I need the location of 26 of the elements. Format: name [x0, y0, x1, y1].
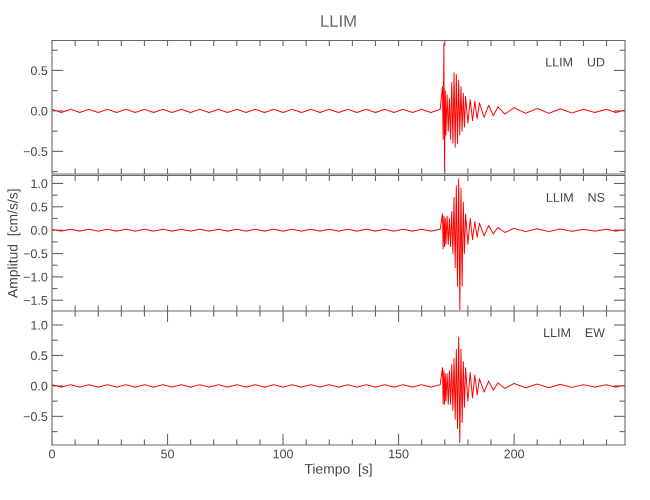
y-tick-label: −0.5 [24, 249, 48, 258]
y-tick-label: −0.5 [24, 412, 48, 422]
y-axis-title: Amplitud [cm/s/s] [7, 189, 20, 298]
y-tick-label: −0.5 [24, 147, 48, 156]
annotation: LLIM EW [544, 328, 605, 338]
x-tick-label: 50 [161, 449, 174, 458]
line-series [52, 43, 625, 172]
y-tick-label: −1.5 [24, 296, 48, 305]
y-tick-label: 0.5 [30, 66, 48, 76]
y-tick-label: 1.0 [31, 179, 48, 188]
x-axis-title: Tiempo [s] [304, 464, 372, 477]
y-tick-label: 0.5 [30, 351, 48, 360]
y-tick-label: 0.5 [30, 202, 48, 212]
annotation: LLIM UD [546, 58, 604, 67]
chart-title: LLIM [321, 15, 356, 27]
x-tick-label: 200 [504, 449, 524, 458]
y-tick-label: 1.0 [31, 320, 48, 330]
annotation: LLIM NS [546, 193, 604, 202]
y-tick-label: −1.0 [24, 272, 48, 282]
y-tick-label: 0.0 [30, 106, 48, 116]
y-tick-label: 0.0 [30, 382, 48, 391]
line-series [52, 336, 625, 444]
y-tick-label: 0.0 [30, 226, 48, 235]
x-tick-label: 100 [274, 449, 293, 458]
x-tick-label: 0 [49, 449, 55, 458]
x-tick-label: 150 [389, 449, 409, 458]
